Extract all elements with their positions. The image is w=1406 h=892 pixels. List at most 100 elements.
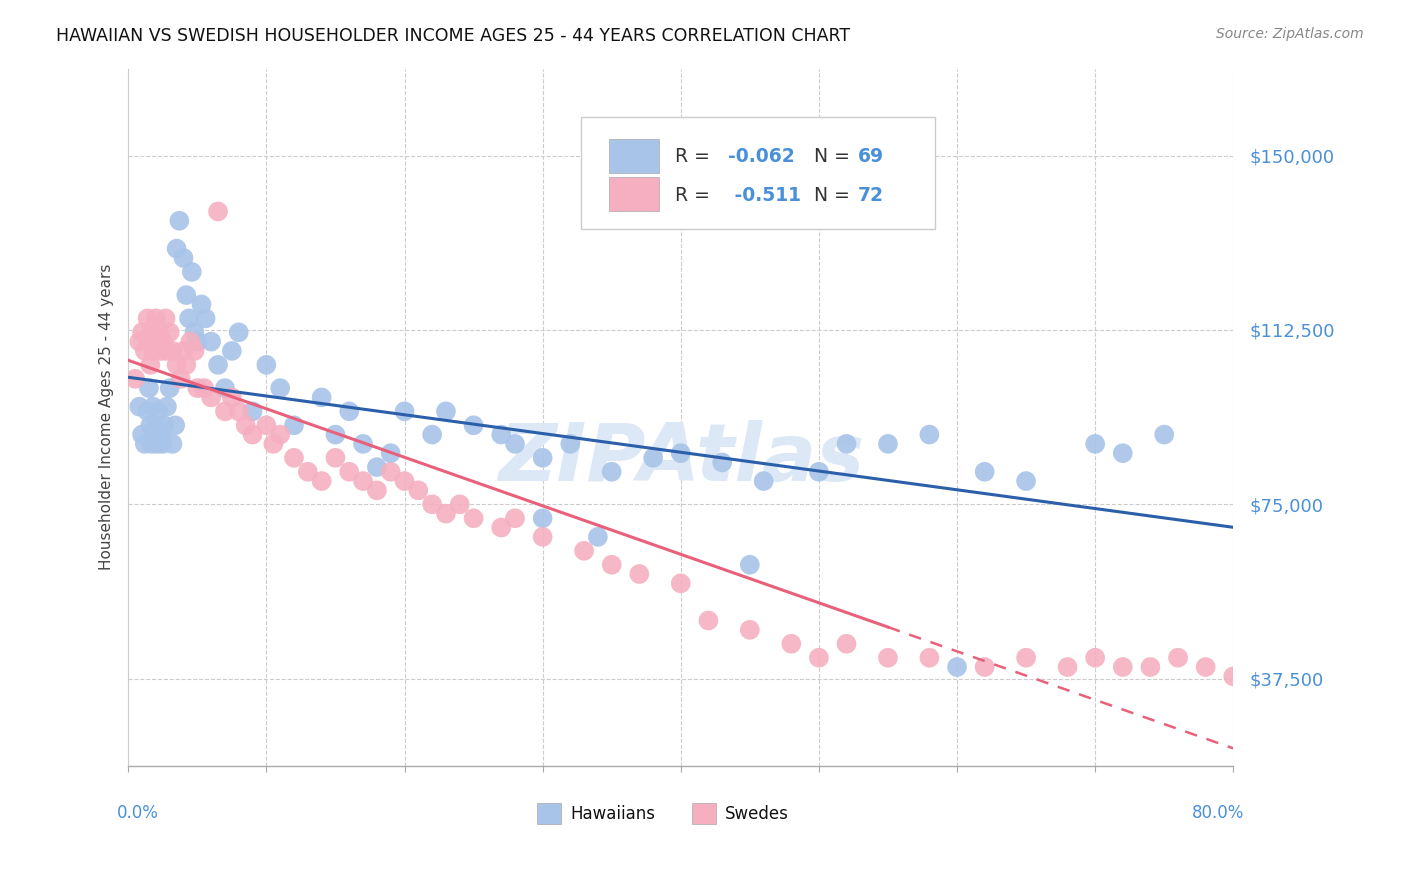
Point <box>1015 474 1038 488</box>
Point <box>152 437 174 451</box>
Point <box>148 404 170 418</box>
Point <box>193 381 215 395</box>
Point <box>155 311 177 326</box>
Text: 80.0%: 80.0% <box>1192 804 1244 822</box>
Point <box>489 427 512 442</box>
Text: 0.0%: 0.0% <box>117 804 159 822</box>
Point <box>221 343 243 358</box>
Point <box>138 381 160 395</box>
Point <box>1139 660 1161 674</box>
Point <box>146 437 169 451</box>
FancyBboxPatch shape <box>692 804 716 824</box>
Point <box>269 427 291 442</box>
Point <box>463 511 485 525</box>
Point <box>1195 660 1218 674</box>
Point <box>139 358 162 372</box>
Point <box>124 372 146 386</box>
Point <box>325 427 347 442</box>
Point <box>311 474 333 488</box>
Text: HAWAIIAN VS SWEDISH HOUSEHOLDER INCOME AGES 25 - 44 YEARS CORRELATION CHART: HAWAIIAN VS SWEDISH HOUSEHOLDER INCOME A… <box>56 27 851 45</box>
Point <box>153 418 176 433</box>
Point <box>1056 660 1078 674</box>
FancyBboxPatch shape <box>581 118 935 229</box>
Point <box>489 520 512 534</box>
Point <box>194 311 217 326</box>
Point <box>531 511 554 525</box>
Point <box>711 455 734 469</box>
Point <box>420 497 443 511</box>
Point <box>180 265 202 279</box>
Point <box>560 437 582 451</box>
Point <box>752 474 775 488</box>
Point <box>780 637 803 651</box>
Point <box>156 343 179 358</box>
Point <box>186 381 208 395</box>
Point <box>380 446 402 460</box>
Point <box>228 326 250 340</box>
Point <box>142 343 165 358</box>
Point <box>254 358 277 372</box>
Point <box>150 427 173 442</box>
Point <box>200 391 222 405</box>
Point <box>174 288 197 302</box>
Text: R =: R = <box>675 147 716 166</box>
Point <box>918 427 941 442</box>
Point <box>228 404 250 418</box>
Point <box>738 558 761 572</box>
Point <box>352 437 374 451</box>
Point <box>141 326 163 340</box>
Point <box>946 660 969 674</box>
FancyBboxPatch shape <box>609 177 658 211</box>
Point <box>207 204 229 219</box>
Point <box>1084 650 1107 665</box>
Text: N =: N = <box>803 186 856 205</box>
Point <box>1112 660 1135 674</box>
Point <box>152 334 174 349</box>
Point <box>600 558 623 572</box>
Point <box>173 251 195 265</box>
Point <box>394 474 416 488</box>
Point <box>337 465 360 479</box>
Point <box>221 391 243 405</box>
Point <box>572 543 595 558</box>
Point <box>325 450 347 465</box>
Text: Hawaiians: Hawaiians <box>571 805 655 823</box>
Point <box>463 418 485 433</box>
Text: N =: N = <box>803 147 856 166</box>
Point <box>877 650 900 665</box>
Point <box>643 450 665 465</box>
Point <box>669 446 692 460</box>
Point <box>918 650 941 665</box>
Point <box>128 400 150 414</box>
Point <box>142 400 165 414</box>
Point <box>420 427 443 442</box>
Point <box>150 343 173 358</box>
Point <box>145 311 167 326</box>
Point <box>807 650 830 665</box>
Point <box>183 326 205 340</box>
Point <box>408 483 430 498</box>
Point <box>973 660 995 674</box>
Point <box>134 437 156 451</box>
Point <box>835 637 858 651</box>
Point <box>1084 437 1107 451</box>
Point <box>200 334 222 349</box>
Point <box>242 427 264 442</box>
Point <box>141 437 163 451</box>
Point <box>531 450 554 465</box>
Point <box>173 343 195 358</box>
Point <box>136 311 159 326</box>
Point <box>136 404 159 418</box>
Point <box>669 576 692 591</box>
Text: 72: 72 <box>858 186 883 205</box>
Text: -0.062: -0.062 <box>728 147 794 166</box>
Point <box>174 358 197 372</box>
Point <box>1015 650 1038 665</box>
Point <box>1222 669 1244 683</box>
Point <box>235 418 257 433</box>
Point <box>131 326 153 340</box>
Point <box>1153 427 1175 442</box>
Point <box>283 418 305 433</box>
Point <box>449 497 471 511</box>
Point <box>366 483 388 498</box>
